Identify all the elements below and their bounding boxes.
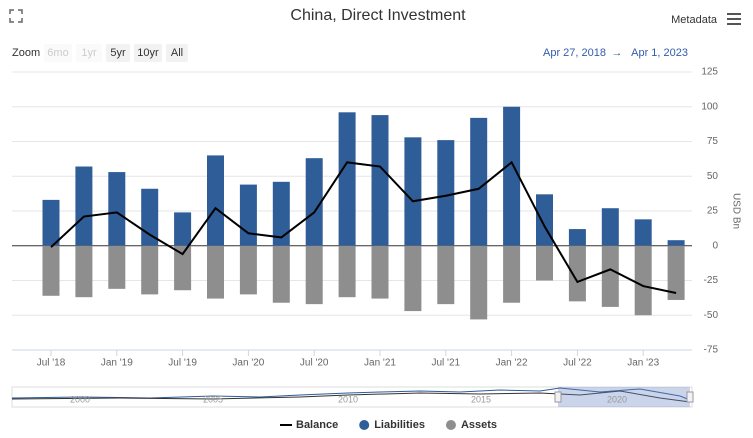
range-to[interactable]: Apr 1, 2023: [631, 47, 688, 59]
navigator-series: [11, 390, 691, 403]
bar[interactable]: [568, 245, 586, 302]
x-tick-label: Jul '18: [37, 358, 66, 369]
bar[interactable]: [371, 245, 389, 299]
x-tick-label: Jul '20: [300, 358, 329, 369]
legend-label[interactable]: Balance: [296, 419, 338, 431]
y-tick-label: 50: [707, 171, 719, 182]
navigator-label: 2015: [471, 394, 491, 404]
bar[interactable]: [42, 245, 60, 296]
zoom-button[interactable]: [134, 44, 162, 62]
legend-label[interactable]: Assets: [461, 419, 497, 431]
x-tick-label: Jan '19: [101, 358, 133, 369]
metadata-button[interactable]: Metadata: [671, 14, 718, 26]
bar[interactable]: [207, 245, 224, 299]
bar[interactable]: [338, 245, 356, 298]
bar[interactable]: [42, 199, 60, 246]
range-from[interactable]: Apr 27, 2018: [543, 47, 606, 59]
y-tick-label: 0: [712, 240, 718, 251]
bar[interactable]: [634, 219, 652, 246]
bar[interactable]: [174, 212, 192, 246]
x-tick-label: Jan '20: [232, 358, 264, 369]
navigator-label: 2020: [607, 394, 627, 404]
bar[interactable]: [272, 245, 290, 303]
y-tick-label: 125: [701, 67, 718, 78]
bar[interactable]: [503, 245, 521, 303]
y-tick-label: -25: [704, 275, 719, 286]
x-tick-label: Jan '22: [496, 358, 528, 369]
bar[interactable]: [437, 140, 455, 246]
navigator-handle[interactable]: [554, 391, 562, 403]
x-tick-label: Jul '21: [432, 358, 461, 369]
fullscreen-icon[interactable]: [9, 9, 23, 23]
bar[interactable]: [272, 181, 290, 246]
y-tick-label: 100: [701, 101, 718, 112]
bar[interactable]: [404, 245, 422, 312]
menu-icon[interactable]: [727, 13, 741, 25]
bar[interactable]: [338, 112, 356, 246]
bar[interactable]: [108, 245, 126, 289]
line[interactable]: [50, 160, 677, 294]
zoom-button-label: 1yr: [81, 47, 97, 59]
chart-title: China, Direct Investment: [290, 7, 466, 24]
bar[interactable]: [207, 155, 224, 246]
y-tick-label: -50: [704, 310, 719, 321]
bar[interactable]: [601, 245, 619, 307]
zoom-button[interactable]: [106, 44, 130, 62]
bar[interactable]: [174, 245, 192, 291]
bar[interactable]: [305, 158, 323, 246]
bar[interactable]: [75, 245, 93, 298]
x-tick-label: Jan '21: [364, 358, 396, 369]
bar[interactable]: [470, 117, 488, 246]
range-separator: →: [612, 47, 623, 59]
zoom-button: [76, 44, 102, 62]
bar[interactable]: [437, 245, 455, 305]
navigator-label: 2005: [203, 394, 223, 404]
navigator-label: 2000: [70, 394, 90, 404]
zoom-button-label[interactable]: 5yr: [110, 47, 126, 59]
bar[interactable]: [667, 245, 685, 300]
zoom-button-label: 6mo: [47, 47, 68, 59]
bar[interactable]: [470, 245, 488, 320]
navigator-label: 2010: [338, 394, 358, 404]
bar[interactable]: [141, 245, 159, 295]
navigator-handle[interactable]: [686, 391, 694, 403]
legend-label[interactable]: Liabilities: [374, 419, 425, 431]
zoom-button[interactable]: [166, 44, 188, 62]
bar[interactable]: [75, 166, 93, 246]
bar[interactable]: [536, 245, 553, 281]
navigator-series: [11, 387, 691, 401]
zoom-button-label[interactable]: 10yr: [137, 47, 159, 59]
y-tick-label: 75: [707, 136, 719, 147]
zoom-button: [44, 44, 72, 62]
zoom-button-label[interactable]: All: [171, 47, 183, 59]
bar[interactable]: [503, 106, 521, 246]
x-tick-label: Jul '19: [168, 358, 197, 369]
zoom-label: Zoom: [12, 47, 40, 59]
bar[interactable]: [305, 245, 323, 305]
bar[interactable]: [601, 208, 619, 246]
y-axis-label: USD Bn: [730, 193, 741, 229]
bar[interactable]: [239, 245, 257, 295]
bar[interactable]: [404, 137, 422, 246]
y-tick-label: 25: [707, 206, 719, 217]
x-tick-label: Jan '23: [627, 358, 659, 369]
x-tick-label: Jul '22: [563, 358, 592, 369]
bar[interactable]: [634, 245, 652, 316]
bar[interactable]: [568, 229, 586, 246]
bar[interactable]: [371, 115, 389, 246]
legend-symbol[interactable]: [445, 420, 456, 430]
bar[interactable]: [108, 172, 126, 246]
legend-symbol[interactable]: [359, 420, 370, 430]
bar[interactable]: [239, 184, 257, 246]
bar[interactable]: [667, 240, 685, 246]
navigator-selection[interactable]: [558, 387, 690, 407]
y-tick-label: -75: [704, 345, 719, 356]
